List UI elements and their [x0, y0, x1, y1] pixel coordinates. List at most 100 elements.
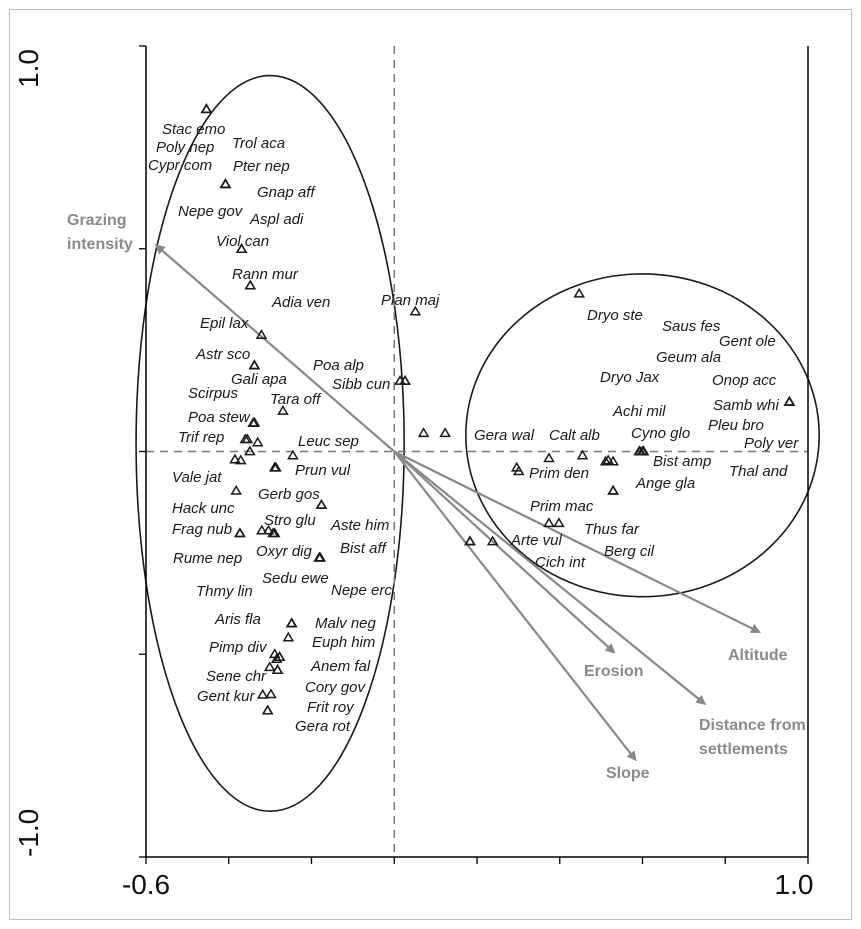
species-label-sibb-cun: Sibb cun — [332, 376, 390, 393]
species-label-oxyr-dig: Oxyr dig — [256, 543, 313, 560]
species-point-nepe-gov — [219, 178, 232, 189]
species-label-nepe-gov: Nepe gov — [178, 203, 244, 220]
species-label-thus-far: Thus far — [584, 521, 640, 538]
species-label-trif-rep: Trif rep — [178, 429, 224, 446]
species-label-arte-vul: Arte vul — [510, 532, 563, 549]
species-point-9 — [602, 454, 614, 465]
species-point-rume-nep — [234, 527, 246, 538]
species-label-berg-cil: Berg cil — [604, 543, 655, 560]
species-label-aste-him: Aste him — [330, 517, 389, 534]
species-label-bist-amp: Bist amp — [653, 453, 711, 470]
species-label-prun-vul: Prun vul — [295, 462, 351, 479]
species-point-4 — [251, 436, 264, 447]
species-label-adia-ven: Adia ven — [271, 294, 330, 311]
species-point-23 — [256, 688, 269, 699]
species-point-16 — [486, 535, 499, 546]
species-label-euph-him: Euph him — [312, 634, 375, 651]
species-point-vale-jat — [229, 453, 241, 464]
species-point-dryo-ste — [573, 287, 586, 298]
species-point-15 — [464, 535, 476, 546]
vector-erosion — [393, 450, 616, 654]
left-group-ellipse — [135, 74, 405, 812]
species-point-adia-ven — [244, 279, 257, 290]
vector-label-settlements: settlements — [699, 741, 788, 758]
species-point-10 — [599, 455, 612, 466]
species-point-berg-cil — [607, 484, 619, 495]
species-point-calt-alb — [576, 449, 589, 460]
species-point-cypr-com — [200, 103, 213, 114]
species-label-anem-fal: Anem fal — [310, 658, 371, 675]
species-point-7 — [270, 461, 282, 472]
species-label-astr-sco: Astr sco — [195, 346, 250, 363]
species-point-aste-him — [315, 499, 328, 509]
species-point-thus-far — [553, 517, 565, 528]
species-label-hack-unc: Hack unc — [172, 500, 235, 517]
species-label-gent-kur: Gent kur — [197, 688, 256, 705]
species-label-plan-maj: Plan maj — [381, 292, 440, 309]
species-point-19 — [314, 551, 327, 562]
species-point-21 — [270, 653, 283, 664]
species-label-prim-den: Prim den — [529, 465, 589, 482]
species-point-frit-roy — [265, 688, 277, 699]
figure-frame — [9, 9, 852, 920]
species-label-pleu-bro: Pleu bro — [708, 417, 764, 434]
species-label-leuc-sep: Leuc sep — [298, 433, 359, 450]
species-label-pter-nep: Pter nep — [233, 158, 290, 175]
species-label-saus-fes: Saus fes — [662, 318, 721, 335]
species-label-achi-mil: Achi mil — [612, 403, 666, 420]
species-point-tara-off — [277, 404, 289, 415]
right-group-ellipse — [465, 273, 820, 598]
species-label-vale-jat: Vale jat — [172, 469, 222, 486]
species-label-epil-lax: Epil lax — [200, 315, 249, 332]
species-point-gera-rot — [261, 704, 274, 715]
species-point-2 — [247, 417, 259, 428]
species-label-malv-neg: Malv neg — [315, 615, 377, 632]
species-point-leuc-sep — [287, 449, 299, 460]
species-point-cory-gov — [271, 664, 284, 674]
species-point-prim-mac — [543, 452, 555, 463]
species-point-22 — [263, 661, 276, 672]
species-label-poly-nep: Poly nep — [156, 139, 214, 156]
species-point-14 — [543, 517, 555, 528]
species-point-malv-neg — [285, 617, 298, 628]
species-point-5 — [244, 445, 256, 456]
species-label-gerb-gos: Gerb gos — [258, 486, 320, 503]
species-label-trol-aca: Trol aca — [232, 135, 285, 152]
species-label-bist-aff: Bist aff — [340, 540, 388, 557]
species-label-dryo-ste: Dryo ste — [587, 307, 643, 324]
species-point-scirpus — [248, 359, 261, 370]
vector-distance-from-settlements — [393, 450, 707, 705]
species-label-gera-rot: Gera rot — [295, 718, 351, 735]
vector-label-grazing: Grazing — [67, 212, 127, 229]
species-point-12 — [636, 445, 649, 456]
species-label-thal-and: Thal and — [729, 463, 788, 480]
species-label-poly-ver: Poly ver — [744, 435, 799, 452]
species-label-gnap-aff: Gnap aff — [257, 184, 316, 201]
species-point-thal-and — [783, 396, 796, 406]
species-label-stro-glu: Stro glu — [264, 512, 316, 529]
species-label-aris-fla: Aris fla — [214, 611, 261, 628]
x-tick-label-min: -0.6 — [122, 869, 170, 900]
species-label-nepe-erc: Nepe erc — [331, 582, 392, 599]
species-label-calt-alb: Calt alb — [549, 427, 600, 444]
species-point-6 — [234, 454, 247, 465]
species-label-stac-emo: Stac emo — [162, 121, 225, 138]
species-label-onop-acc: Onop acc — [712, 372, 777, 389]
species-label-rume-nep: Rume nep — [173, 550, 242, 567]
species-label-pimp-div: Pimp div — [209, 639, 268, 656]
species-label-frag-nub: Frag nub — [172, 521, 232, 538]
species-label-tara-off: Tara off — [270, 391, 322, 408]
species-label-sene-chr: Sene chr — [206, 668, 267, 685]
species-label-aspl-adi: Aspl adi — [249, 211, 304, 228]
species-point-1 — [394, 374, 406, 385]
species-label-dryo-jax: Dryo Jax — [600, 369, 660, 386]
vector-altitude — [393, 450, 761, 633]
species-label-gera-wal: Gera wal — [474, 427, 535, 444]
species-label-ange-gla: Ange gla — [635, 475, 695, 492]
species-point-8 — [510, 461, 523, 472]
species-label-frit-roy: Frit roy — [307, 699, 355, 716]
species-label-rann-mur: Rann mur — [232, 266, 299, 283]
vector-label-slope: Slope — [606, 765, 650, 782]
species-label-gali-apa: Gali apa — [231, 371, 287, 388]
